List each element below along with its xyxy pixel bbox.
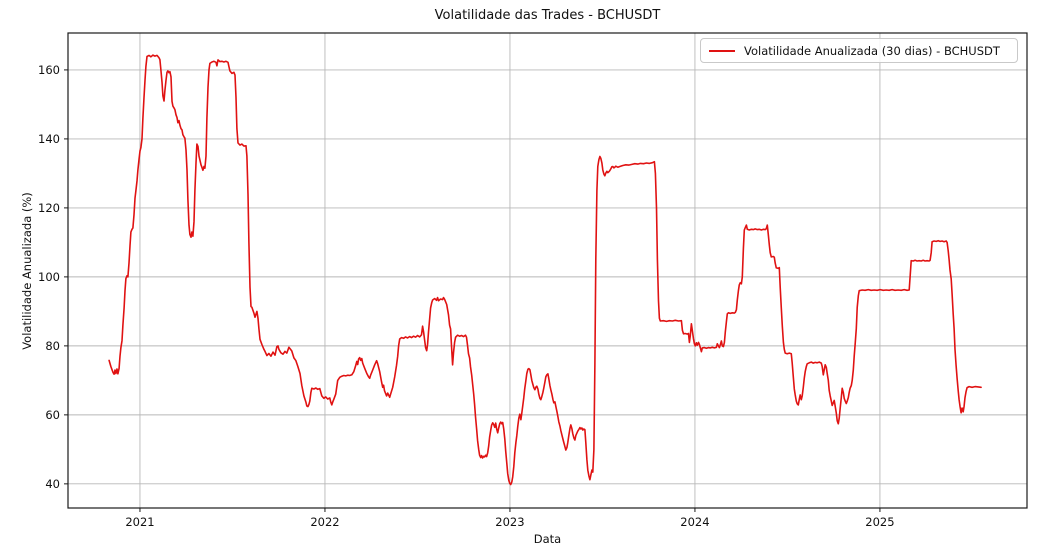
chart-title: Volatilidade das Trades - BCHUSDT: [434, 8, 661, 23]
y-tick-label: 100: [38, 270, 60, 284]
legend-label: Volatilidade Anualizada (30 dias) - BCHU…: [744, 43, 1000, 58]
legend-line-sample: [709, 49, 735, 52]
x-tick-label: 2022: [310, 515, 339, 529]
x-tick-label: 2021: [125, 515, 154, 529]
x-tick-label: 2023: [495, 515, 524, 529]
x-tick-label: 2024: [680, 515, 709, 529]
volatility-line: [108, 54, 982, 486]
legend: Volatilidade Anualizada (30 dias) - BCHU…: [700, 38, 1018, 63]
x-tick-label: 2025: [865, 515, 894, 529]
y-tick-label: 120: [38, 201, 60, 215]
y-tick-label: 140: [38, 132, 60, 146]
x-axis-label: Data: [533, 532, 562, 546]
y-tick-label: 80: [45, 339, 60, 353]
y-tick-label: 60: [45, 408, 60, 422]
y-tick-label: 160: [38, 63, 60, 77]
y-tick-label: 40: [45, 477, 60, 491]
axes-border: [67, 32, 1028, 509]
y-axis-label: Volatilidade Anualizada (%): [20, 192, 34, 350]
